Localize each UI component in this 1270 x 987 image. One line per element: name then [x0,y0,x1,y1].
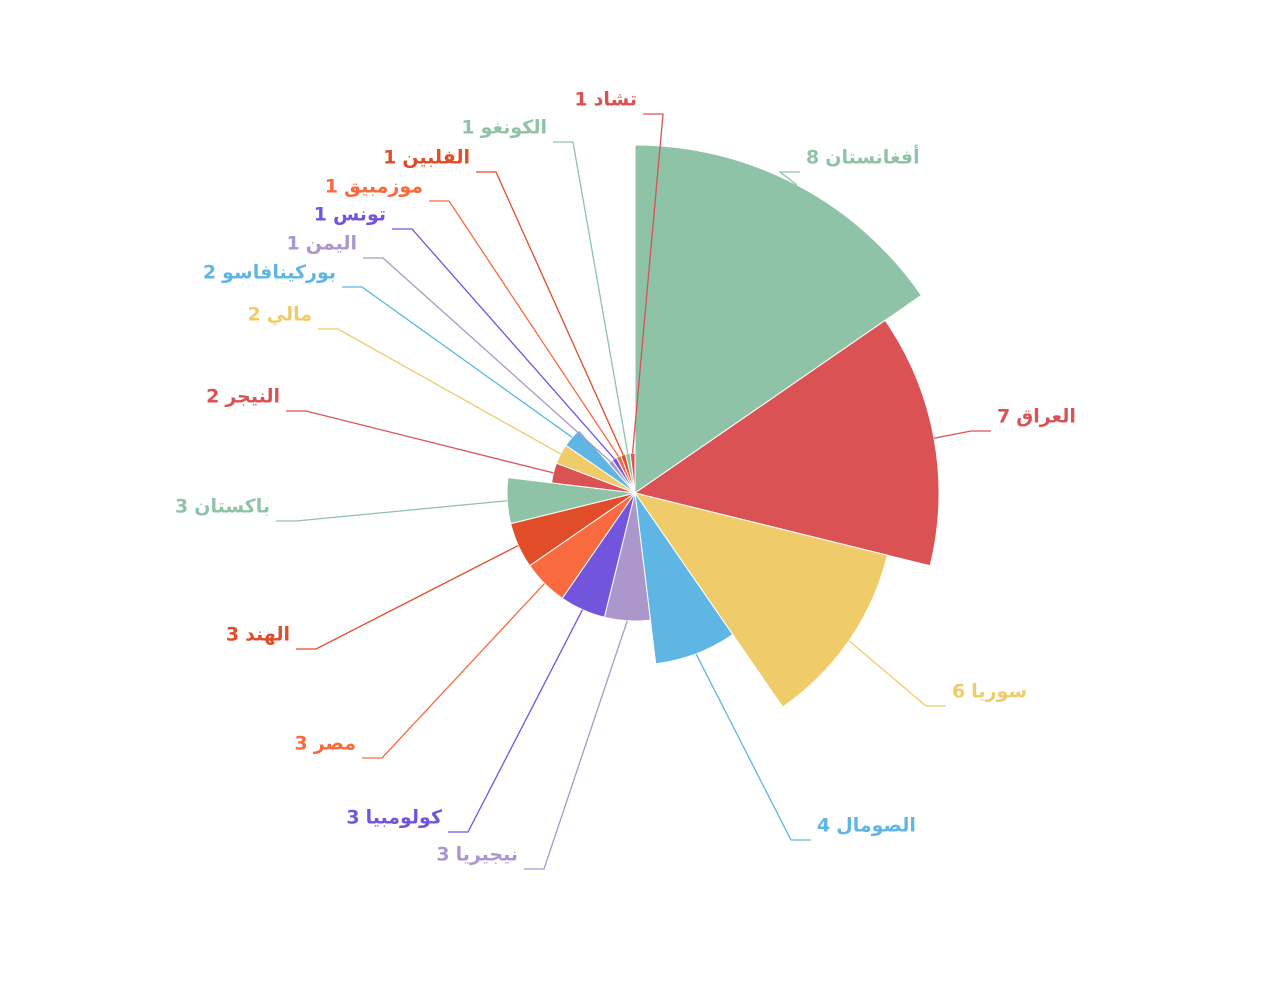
label-name: اليمن [306,233,357,255]
slice-label: 7 العراق [997,406,1076,428]
slice-label: مصر 3 [294,733,356,755]
slice-label: 6 سوريا [952,681,1027,703]
label-value: 7 [997,406,1010,428]
label-name: موزمبيق [344,176,423,198]
leader-line [342,286,573,438]
label-value: 3 [175,496,188,518]
slice-label: نيجيريا 3 [436,844,518,866]
slice-label: مالي 2 [248,304,313,326]
label-name: تشاد [594,89,637,111]
label-name: كولومبيا [366,807,443,829]
leader-line [848,640,946,707]
slice-label: موزمبيق 1 [325,176,423,198]
label-name: تونس [333,204,386,226]
label-name: النيجر [224,386,280,408]
slice [633,319,940,567]
label-name: العراق [1016,406,1076,428]
label-name: سوريا [971,681,1027,703]
label-name: نيجيريا [456,844,518,866]
label-name: مصر [313,733,356,755]
leader-line [429,200,620,457]
slice-label: الفلبين 1 [383,147,470,169]
slice-label: الهند 3 [226,624,290,646]
leader-line [695,653,811,841]
leader-line [363,257,611,462]
slice [633,492,889,708]
slice-label: كولومبيا 3 [346,807,443,829]
slice-label: الكونغو 1 [461,117,547,139]
label-value: 6 [952,681,965,703]
leader-line [296,544,519,650]
label-value: 2 [206,386,219,408]
leader-line [778,171,800,186]
leader-line [553,141,629,454]
label-value: 3 [436,844,449,866]
label-value: 8 [806,147,819,169]
leader-line [448,609,584,833]
leader-line [318,328,561,455]
slice-label: اليمن 1 [287,233,357,255]
slice-label: 8 أفغانستان [806,145,920,169]
label-value: 1 [574,89,587,111]
label-value: 1 [314,204,327,226]
label-name: الكونغو [480,117,547,139]
label-value: 1 [461,117,474,139]
leader-line [476,171,624,456]
label-name: مالي [267,304,312,326]
label-name: الهند [245,624,290,646]
label-value: 1 [383,147,396,169]
label-name: باكستان [194,496,270,518]
leader-line [524,620,628,870]
label-value: 1 [325,176,338,198]
slice-label: باكستان 3 [175,496,270,518]
leader-line [392,228,615,460]
slice [565,429,636,494]
leader-line [933,430,991,439]
slice-label: تونس 1 [314,204,386,226]
label-value: 3 [294,733,307,755]
label-value: 3 [226,624,239,646]
slice [634,492,734,665]
label-value: 1 [287,233,300,255]
leader-line [631,113,664,454]
leader-line [362,583,545,759]
slice-label: 4 الصومال [817,815,916,837]
slice [506,477,636,525]
label-value: 4 [817,815,830,837]
label-name: الصومال [836,815,916,837]
label-value: 3 [346,807,359,829]
label-name: الفلبين [402,147,470,169]
label-value: 2 [203,262,216,284]
label-name: بوركينافاسو [221,262,336,284]
label-name: أفغانستان [825,145,919,169]
slice [629,452,636,494]
slice-label: تشاد 1 [574,89,637,111]
leader-line [276,500,508,522]
leader-line [286,410,554,474]
label-value: 2 [248,304,261,326]
